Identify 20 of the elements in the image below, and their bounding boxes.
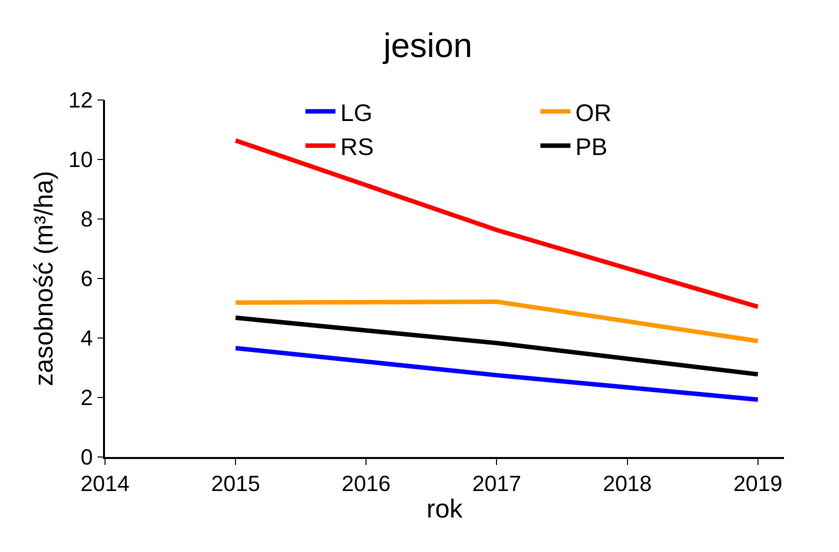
y-tick-label: 6 xyxy=(80,266,93,292)
y-tick-label: 10 xyxy=(68,147,93,172)
x-tick-label: 2016 xyxy=(342,471,391,496)
y-tick-label: 12 xyxy=(68,88,93,113)
legend-label: OR xyxy=(575,100,612,127)
x-tick-label: 2018 xyxy=(602,471,652,496)
x-tick-label: 2014 xyxy=(80,471,130,496)
y-axis-title: zasobność (m³/ha) xyxy=(28,170,58,386)
y-tick-label: 2 xyxy=(80,385,93,410)
x-tick-label: 2019 xyxy=(733,471,782,496)
y-tick-label: 4 xyxy=(80,326,93,351)
y-tick-label: 0 xyxy=(80,444,93,470)
y-tick-label: 8 xyxy=(80,206,93,232)
legend-label: LG xyxy=(340,100,372,127)
x-tick-label: 2017 xyxy=(472,471,522,496)
chart-title: jesion xyxy=(382,26,472,65)
legend-label: PB xyxy=(575,134,608,161)
x-axis-title: rok xyxy=(426,493,464,524)
legend-label: RS xyxy=(340,134,374,161)
x-tick-label: 2015 xyxy=(211,471,260,496)
